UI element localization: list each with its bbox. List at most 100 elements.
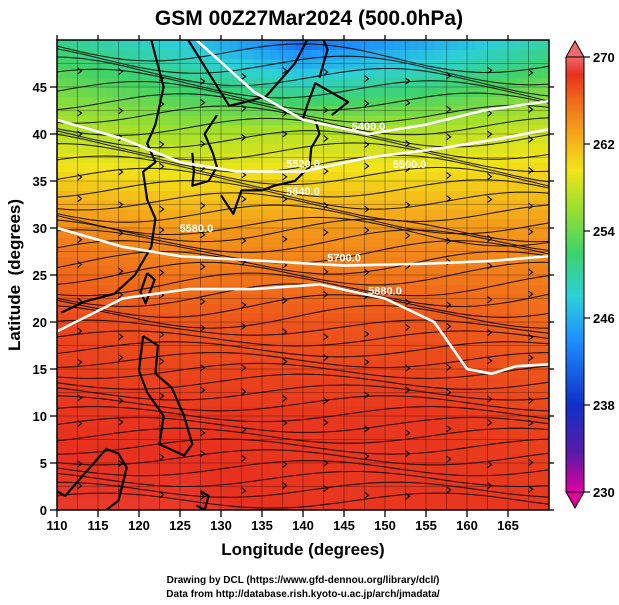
field-cell — [327, 378, 337, 389]
field-cell — [417, 77, 427, 88]
field-cell — [73, 171, 83, 182]
field-cell — [327, 284, 337, 295]
field-cell — [57, 96, 66, 107]
field-cell — [98, 406, 107, 417]
field-cell — [409, 397, 419, 408]
field-cell — [409, 68, 419, 79]
field-cell — [122, 472, 132, 483]
field-cell — [458, 472, 468, 483]
height-contour-line — [57, 118, 549, 173]
field-cell — [204, 406, 214, 417]
field-cell — [368, 453, 378, 464]
wind-arrowhead — [159, 392, 165, 400]
field-cell — [65, 124, 74, 135]
field-cell — [180, 58, 189, 69]
field-cell — [409, 500, 419, 510]
field-cell — [450, 49, 460, 60]
field-cell — [89, 378, 99, 389]
field-cell — [270, 124, 279, 135]
wind-arrowhead — [118, 291, 124, 299]
field-cell — [540, 312, 549, 323]
field-cell — [163, 416, 173, 426]
wind-arrowhead — [528, 167, 534, 174]
field-cell — [139, 359, 148, 370]
field-cell — [98, 350, 107, 361]
field-cell — [180, 265, 189, 276]
wind-arrowhead — [159, 453, 165, 461]
field-cell — [376, 369, 386, 379]
field-cell — [139, 322, 148, 332]
field-cell — [229, 237, 238, 248]
field-cell — [491, 331, 501, 342]
field-cell — [516, 256, 525, 267]
field-cell — [212, 115, 222, 126]
field-cell — [524, 406, 534, 417]
field-cell — [311, 256, 320, 267]
wind-arrowhead — [118, 107, 124, 115]
field-cell — [294, 312, 304, 323]
field-cell — [65, 425, 74, 436]
field-cell — [450, 190, 460, 201]
field-cell — [409, 209, 419, 220]
field-cell — [147, 58, 156, 69]
field-cell — [434, 256, 443, 267]
field-cell — [458, 171, 468, 182]
field-cell — [180, 49, 189, 60]
wind-arrowhead — [364, 330, 370, 338]
field-cell — [81, 491, 91, 502]
field-cell — [180, 425, 189, 436]
field-cell — [122, 350, 132, 361]
field-cell — [122, 228, 132, 238]
field-cell — [335, 312, 345, 323]
field-cell — [106, 218, 115, 229]
field-cell — [491, 218, 501, 229]
field-cell — [434, 105, 443, 116]
field-cell — [376, 105, 386, 116]
wind-arrowhead — [77, 260, 83, 268]
field-cell — [311, 265, 320, 276]
field-cell — [114, 397, 124, 408]
field-cell — [352, 275, 361, 285]
field-cell — [499, 162, 509, 173]
field-cell — [303, 444, 312, 455]
field-cell — [171, 171, 181, 182]
field-cell — [376, 312, 386, 323]
field-cell — [385, 49, 394, 60]
field-cell — [212, 416, 222, 426]
field-cell — [114, 68, 124, 79]
field-cell — [73, 115, 83, 126]
field-cell — [344, 453, 353, 464]
field-cell — [499, 58, 509, 69]
field-cell — [532, 77, 542, 88]
field-cell — [458, 491, 468, 502]
field-cell — [352, 369, 361, 379]
wind-arrowhead — [323, 268, 329, 276]
streamline — [57, 460, 549, 477]
field-cell — [57, 491, 66, 502]
field-cell — [434, 463, 443, 473]
field-cell — [352, 49, 361, 60]
field-cell — [491, 453, 501, 464]
field-cell — [385, 265, 394, 276]
field-cell — [204, 49, 214, 60]
wind-arrowhead — [405, 232, 411, 240]
height-contour-line — [195, 40, 549, 136]
field-cell — [245, 124, 255, 135]
field-cell — [524, 209, 534, 220]
field-cell — [499, 49, 509, 60]
field-cell — [376, 181, 386, 191]
field-cell — [516, 491, 525, 502]
field-cell — [122, 218, 132, 229]
field-cell — [393, 134, 402, 144]
field-cell — [335, 463, 345, 473]
field-cell — [376, 265, 386, 276]
wind-arrowhead — [323, 333, 329, 341]
field-cell — [327, 265, 337, 276]
field-cell — [434, 209, 443, 220]
field-cell — [294, 96, 304, 107]
field-cell — [434, 369, 443, 379]
field-cell — [532, 87, 542, 97]
field-cell — [81, 58, 91, 69]
field-cell — [294, 58, 304, 69]
field-cell — [311, 96, 320, 107]
